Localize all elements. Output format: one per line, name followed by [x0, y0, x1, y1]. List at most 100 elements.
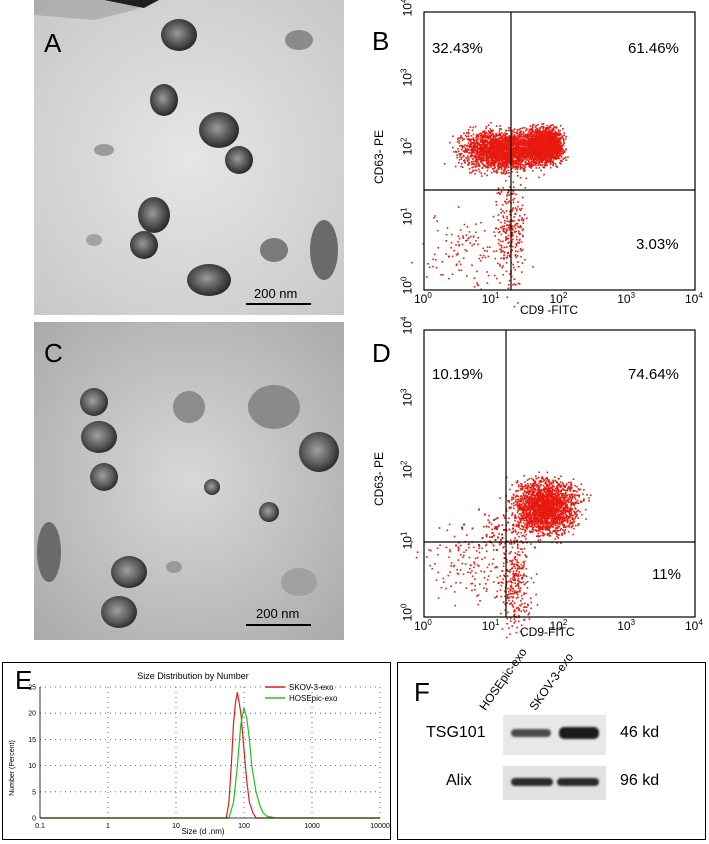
scatter-dot	[531, 160, 534, 163]
scatter-dot	[489, 145, 491, 147]
scatter-dot	[473, 149, 476, 151]
scatter-dot	[502, 134, 505, 136]
scatter-dot	[490, 153, 492, 156]
scatter-dot	[475, 160, 478, 163]
scatter-dot	[451, 273, 454, 276]
scatter-dot	[525, 137, 528, 139]
scatter-dot	[545, 132, 547, 135]
scatter-dot	[499, 153, 501, 155]
scatter-dot	[536, 157, 539, 160]
scatter-dot	[549, 153, 552, 155]
scatter-dot	[502, 165, 504, 167]
scatter-dot	[461, 148, 463, 151]
scatter-dot	[538, 133, 541, 136]
scatter-dot	[480, 175, 483, 177]
scatter-dot	[541, 150, 544, 152]
scatter-dot	[538, 132, 540, 134]
scatter-dot	[440, 274, 442, 276]
scatter-dot	[448, 256, 450, 258]
scatter-dot	[471, 158, 474, 160]
scatter-dot	[475, 150, 478, 153]
scatter-dot	[559, 154, 561, 157]
scatter-dot	[462, 166, 464, 169]
scatter-dot	[562, 128, 564, 130]
scatter-dot	[498, 149, 500, 151]
scatter-dot	[456, 252, 459, 255]
scatter-dot	[543, 138, 545, 141]
scatter-dot	[546, 161, 548, 163]
scatter-dot	[475, 159, 478, 162]
scatter-dot	[487, 133, 489, 135]
scatter-dot	[465, 148, 467, 150]
scatter-dot	[485, 135, 487, 137]
scatter-dot	[550, 141, 552, 144]
scatter-dot	[519, 177, 522, 179]
scatter-dot	[484, 140, 487, 142]
scatter-dot	[483, 159, 485, 162]
scatter-dot	[545, 127, 547, 129]
scatter-dot	[521, 229, 524, 232]
scatter-dot	[533, 150, 535, 152]
scatter-dot	[479, 254, 482, 257]
scatter-dot	[486, 156, 489, 159]
scatter-dot	[545, 141, 547, 144]
scatter-dot	[464, 147, 467, 149]
scatter-dot	[511, 226, 513, 228]
scatter-dot	[557, 147, 560, 150]
scatter-dot	[535, 154, 537, 157]
scatter-dot	[525, 134, 527, 137]
scatter-dot	[462, 235, 464, 237]
scatter-dot	[541, 528, 544, 531]
scatter-dot	[536, 155, 539, 158]
scatter-dot	[477, 147, 480, 150]
scatter-dot	[483, 157, 485, 160]
scatter-dot	[532, 133, 534, 136]
scatter-dot	[535, 145, 537, 147]
scatter-dot	[490, 134, 492, 137]
scale-bar-label-c: 200 nm	[256, 606, 300, 621]
scatter-dot	[477, 164, 480, 167]
scatter-dot	[499, 192, 501, 195]
scatter-dot	[548, 143, 551, 145]
scatter-dot	[501, 153, 504, 155]
scatter-dot	[501, 225, 504, 228]
scatter-dot	[485, 125, 488, 128]
scatter-dot	[509, 153, 511, 156]
scatter-dot	[535, 164, 537, 167]
scatter-dot	[542, 129, 545, 131]
scatter-dot	[520, 184, 522, 186]
scatter-dot	[478, 147, 481, 149]
scatter-dot	[543, 141, 545, 144]
scatter-dot	[432, 265, 434, 268]
scatter-dot	[544, 164, 546, 167]
scatter-dot	[497, 165, 499, 168]
scatter-dot	[487, 143, 489, 146]
scatter-dot	[495, 200, 497, 203]
scatter-dot	[496, 150, 498, 152]
scatter-dot	[511, 225, 513, 227]
scatter-dot	[513, 305, 516, 308]
scatter-dot	[487, 151, 490, 154]
scatter-dot	[524, 169, 526, 172]
scatter-dot	[474, 173, 476, 175]
scatter-dot	[547, 152, 550, 155]
scatter-dot	[476, 165, 478, 167]
scatter-dot	[512, 139, 515, 142]
scatter-dot	[494, 166, 497, 169]
scatter-dot	[515, 139, 518, 141]
scatter-dot	[537, 148, 540, 150]
scatter-dot	[507, 190, 510, 192]
scatter-dot	[538, 128, 541, 131]
scatter-dot	[552, 129, 554, 131]
scatter-dot	[502, 228, 505, 230]
scatter-dot	[545, 149, 547, 152]
scatter-dot	[479, 148, 481, 150]
scatter-dot	[538, 134, 540, 137]
scatter-dot	[486, 135, 488, 137]
scatter-dot	[492, 132, 494, 135]
scatter-dot	[499, 157, 501, 160]
scatter-dot	[521, 196, 524, 199]
scatter-dot	[524, 152, 526, 154]
scatter-dot	[513, 278, 516, 280]
scatter-dot	[582, 493, 584, 495]
